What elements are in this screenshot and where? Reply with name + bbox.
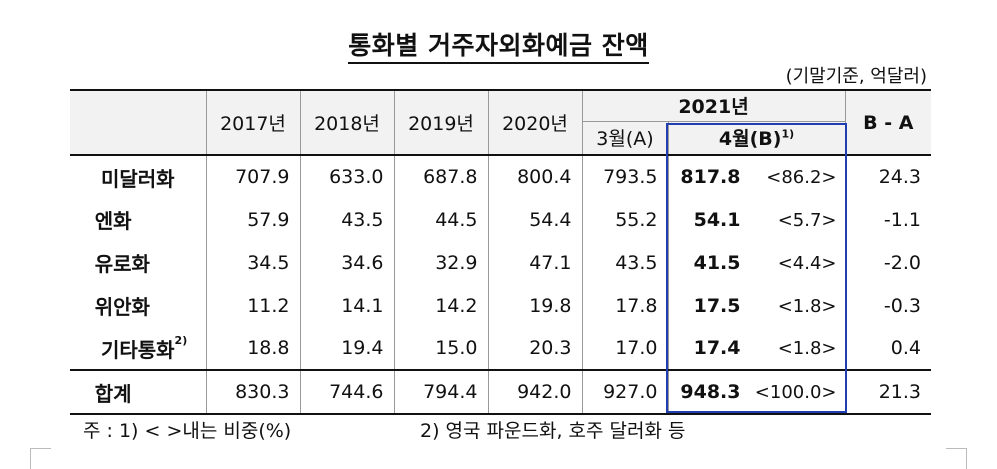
- footnote-2: 2) 영국 파운드화, 호주 달러화 등: [420, 420, 686, 442]
- value-2019: 14.2: [394, 284, 489, 327]
- page-corner-left: [30, 448, 51, 469]
- value-april: 54.1 <5.7>: [668, 198, 846, 241]
- value-april: 17.5 <1.8>: [668, 284, 846, 327]
- header-2017: 2017년: [206, 90, 301, 155]
- currency-name: 기타통화 2): [70, 327, 207, 370]
- value-march: 55.2: [582, 198, 669, 241]
- currency-name: 유로화: [70, 241, 207, 284]
- currency-name: 위안화: [70, 284, 207, 327]
- currency-row: 엔화 57.9 43.5 44.5 54.4 55.2 54.1 <5.7> -1.1: [70, 198, 931, 241]
- header-march: 3월(A): [582, 121, 669, 155]
- page-corner-right: [946, 448, 967, 469]
- value-2018: 34.6: [300, 241, 395, 284]
- value-2018: 43.5: [300, 198, 395, 241]
- header-2019: 2019년: [394, 90, 489, 155]
- page-title: 통화별 거주자외화예금 잔액: [0, 26, 997, 64]
- value-2019: 15.0: [394, 327, 489, 370]
- value-diff: -0.3: [883, 294, 921, 317]
- share-value: <4.4>: [777, 252, 837, 274]
- currency-row: 미달러화 707.9 633.0 687.8 800.4 793.5 817.8 <86.2>…: [70, 155, 931, 198]
- value-2018: 19.4: [300, 327, 395, 370]
- total-march: 927.0: [582, 370, 669, 414]
- value-2020: 20.3: [488, 327, 583, 370]
- value-2019: 687.8: [394, 155, 489, 198]
- header-april: 4월(B)1): [668, 121, 846, 155]
- total-diff: 21.3: [878, 381, 921, 403]
- corner-header-cell: [70, 90, 207, 155]
- value-2017: 11.2: [206, 284, 301, 327]
- currency-name: 미달러화: [70, 155, 207, 198]
- share-value: <86.2>: [766, 167, 837, 188]
- value-march: 17.0: [582, 327, 669, 370]
- currency-row: 유로화 34.5 34.6 32.9 47.1 43.5 41.5 <4.4> -2.0: [70, 241, 931, 284]
- share-value: <1.8>: [777, 338, 837, 359]
- value-april: 41.5 <4.4>: [668, 241, 846, 284]
- value-diff: -2.0: [883, 251, 921, 274]
- currency-row: 기타통화 2) 18.8 19.4 15.0 20.3 17.0 17.4 <1.8> 0.4: [70, 327, 931, 370]
- value-2018: 14.1: [300, 284, 395, 327]
- currency-name: 엔화: [70, 198, 207, 241]
- value-2017: 34.5: [206, 241, 301, 284]
- value-april: 17.4 <1.8>: [668, 327, 846, 370]
- value-2020: 54.4: [488, 198, 583, 241]
- value-march: 43.5: [582, 241, 669, 284]
- value-2019: 32.9: [394, 241, 489, 284]
- value-march: 17.8: [582, 284, 669, 327]
- value-march: 793.5: [582, 155, 669, 198]
- value-2019: 44.5: [394, 198, 489, 241]
- total-2018: 744.6: [300, 370, 395, 414]
- header-2018: 2018년: [300, 90, 395, 155]
- unit-label: (기말기준, 억달러): [785, 66, 927, 87]
- value-2020: 19.8: [488, 284, 583, 327]
- value-2020: 800.4: [488, 155, 583, 198]
- total-2017: 830.3: [206, 370, 301, 414]
- value-2017: 18.8: [206, 327, 301, 370]
- currency-row: 위안화 11.2 14.1 14.2 19.8 17.8 17.5 <1.8> -0.3: [70, 284, 931, 327]
- deposit-table: 2017년 2018년 2019년 2020년 2021년 B - A 3월(A…: [70, 89, 931, 415]
- value-2020: 47.1: [488, 241, 583, 284]
- value-2017: 707.9: [206, 155, 301, 198]
- total-april: 948.3 <100.0>: [668, 370, 846, 414]
- value-diff: -1.1: [883, 208, 921, 231]
- header-diff: B - A: [845, 90, 931, 155]
- value-diff: 24.3: [878, 166, 921, 188]
- april-highlight-box: [666, 123, 847, 413]
- total-label: 합계: [94, 381, 132, 406]
- value-2017: 57.9: [206, 198, 301, 241]
- total-row: 합계 830.3 744.6 794.4 942.0 927.0 948.3 <1…: [70, 370, 931, 414]
- share-value: <5.7>: [777, 209, 837, 231]
- value-2018: 633.0: [300, 155, 395, 198]
- header-2021: 2021년: [582, 90, 846, 122]
- header-2020: 2020년: [488, 90, 583, 155]
- total-2019: 794.4: [394, 370, 489, 414]
- share-value: <1.8>: [777, 295, 837, 317]
- footnote-1: 주 : 1) < >내는 비중(%): [83, 420, 292, 442]
- value-diff: 0.4: [890, 337, 921, 359]
- value-april: 817.8 <86.2>: [668, 155, 846, 198]
- total-2020: 942.0: [488, 370, 583, 414]
